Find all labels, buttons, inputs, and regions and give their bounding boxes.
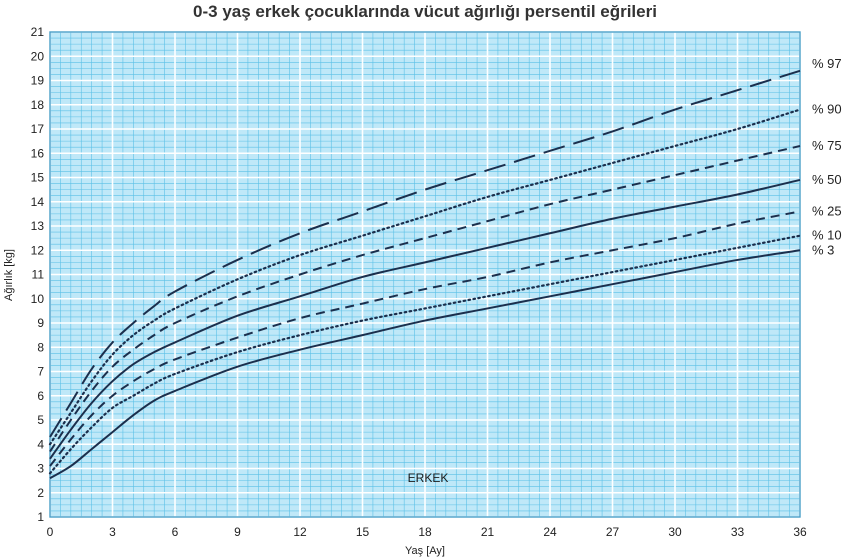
y-tick-label: 6 — [37, 389, 44, 403]
y-tick-label: 15 — [31, 171, 45, 185]
series-line-75 — [49, 144, 801, 453]
percentile-label: % 75 — [812, 138, 842, 153]
x-tick-label: 0 — [47, 525, 54, 539]
y-tick-label: 3 — [37, 462, 44, 476]
x-tick-label: 27 — [606, 525, 620, 539]
y-tick-label: 10 — [31, 292, 45, 306]
x-tick-label: 12 — [293, 525, 307, 539]
y-tick-label: 7 — [37, 365, 44, 379]
y-tick-label: 5 — [37, 413, 44, 427]
series-line-3 — [49, 249, 801, 480]
y-tick-label: 9 — [37, 316, 44, 330]
y-tick-label: 14 — [31, 195, 45, 209]
x-tick-label: 24 — [543, 525, 557, 539]
x-tick-label: 30 — [668, 525, 682, 539]
x-tick-labels: 0 3 6 9 12 15 18 21 24 27 30 33 36 — [47, 525, 807, 539]
x-tick-label: 9 — [234, 525, 241, 539]
y-tick-label: 1 — [37, 510, 44, 524]
y-tick-label: 12 — [31, 243, 45, 257]
series-line-25 — [49, 210, 801, 467]
y-tick-label: 8 — [37, 340, 44, 354]
y-tick-label: 13 — [31, 219, 45, 233]
x-tick-label: 6 — [172, 525, 179, 539]
percentile-label: % 10 — [812, 228, 842, 243]
percentile-label: % 25 — [812, 203, 842, 218]
x-tick-label: 15 — [356, 525, 370, 539]
y-tick-label: 4 — [37, 437, 44, 451]
major-grid — [49, 31, 801, 518]
x-axis-label: Yaş [Ay] — [405, 545, 445, 557]
series-line-90 — [48, 108, 802, 446]
percentile-label: % 3 — [812, 242, 834, 257]
chart-title: 0-3 yaş erkek çocuklarında vücut ağırlığ… — [193, 2, 657, 21]
y-tick-label: 20 — [31, 49, 45, 63]
plot-frame — [49, 31, 801, 518]
series-lines — [48, 69, 802, 480]
series-line-50 — [49, 178, 801, 460]
y-tick-label: 11 — [32, 268, 45, 282]
y-tick-label: 16 — [31, 146, 45, 160]
x-tick-label: 21 — [481, 525, 495, 539]
percentile-label: % 90 — [812, 102, 842, 117]
x-tick-label: 33 — [731, 525, 745, 539]
y-axis-label: Ağırlık [kg] — [3, 249, 15, 301]
percentile-labels: % 97 % 90 % 75 % 50 % 25 % 10% 3 — [812, 56, 842, 257]
y-tick-label: 18 — [31, 98, 45, 112]
x-tick-label: 18 — [418, 525, 432, 539]
y-tick-label: 19 — [31, 74, 45, 88]
x-tick-label: 3 — [109, 525, 116, 539]
series-line-97 — [49, 69, 801, 438]
x-tick-label: 36 — [793, 525, 807, 539]
y-tick-label: 17 — [31, 122, 45, 136]
percentile-label: % 97 — [812, 56, 842, 71]
series-line-10 — [48, 234, 802, 475]
y-tick-label: 2 — [37, 486, 44, 500]
y-tick-label: 21 — [31, 25, 45, 39]
percentile-label: % 50 — [812, 172, 842, 187]
sex-annotation: ERKEK — [408, 471, 449, 485]
